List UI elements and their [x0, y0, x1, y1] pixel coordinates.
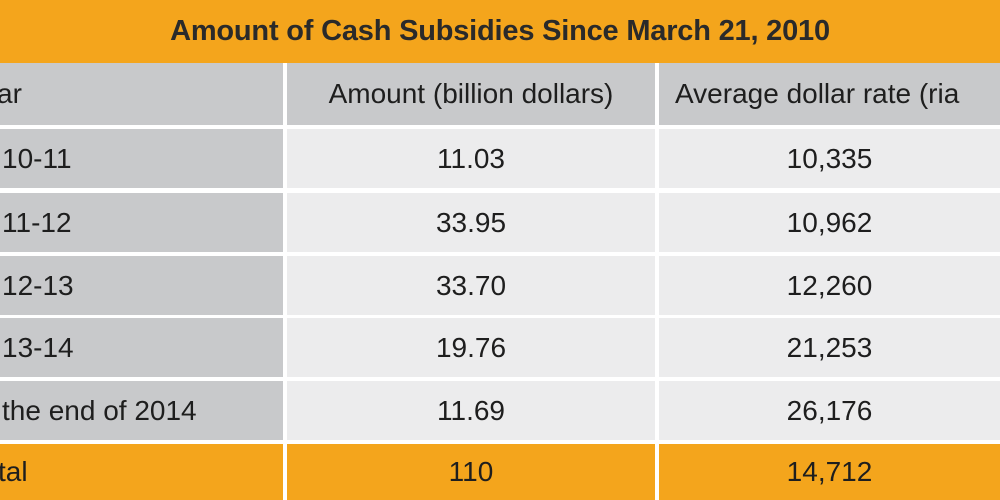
table-row-rate: 26,176: [659, 381, 1000, 440]
table-row-rate: 10,962: [659, 193, 1000, 252]
header-amount: Amount (billion dollars): [287, 63, 655, 125]
table-row-rate: 12,260: [659, 256, 1000, 315]
year-label: 12-13: [2, 269, 74, 301]
table-row-year: 10-11: [0, 129, 283, 188]
table-row-year: 12-13: [0, 256, 283, 315]
table-row-rate: 10,335: [659, 129, 1000, 188]
header-amount-label: Amount (billion dollars): [328, 78, 614, 109]
table-row-year: 11-12: [0, 193, 283, 252]
table-row-amount: 33.70: [287, 256, 655, 315]
table-row-rate: 21,253: [659, 318, 1000, 377]
header-rate: Average dollar rate (ria: [659, 63, 1000, 125]
header-year-label: ar: [0, 78, 22, 109]
header-year: ar: [0, 63, 283, 125]
year-label: 13-14: [2, 331, 74, 363]
header-rate-label: Average dollar rate (ria: [675, 78, 960, 109]
subsidy-table: ar Amount (billion dollars) Average doll…: [0, 63, 1000, 500]
total-label: tal: [0, 456, 28, 487]
year-label: 11-12: [2, 206, 72, 238]
table-row-amount: 11.69: [287, 381, 655, 440]
table-row-amount: 33.95: [287, 193, 655, 252]
table-row-amount: 11.03: [287, 129, 655, 188]
table-title: Amount of Cash Subsidies Since March 21,…: [170, 15, 830, 47]
total-row-amount: 110: [287, 444, 655, 500]
table-title-bar: Amount of Cash Subsidies Since March 21,…: [0, 0, 1000, 63]
year-label: 10-11: [2, 142, 72, 174]
table-row-amount: 19.76: [287, 318, 655, 377]
total-row-rate: 14,712: [659, 444, 1000, 500]
year-label: the end of 2014: [2, 394, 197, 426]
total-row-label: tal: [0, 444, 283, 500]
table-row-year: the end of 2014: [0, 381, 283, 440]
table-row-year: 13-14: [0, 318, 283, 377]
